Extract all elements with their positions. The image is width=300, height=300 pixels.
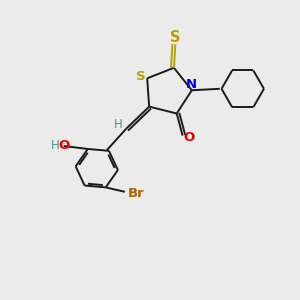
Text: O: O [58,139,70,152]
Text: N: N [186,78,197,91]
Text: H: H [114,118,122,131]
Text: H: H [50,139,59,152]
Text: S: S [170,30,181,45]
Text: Br: Br [128,187,144,200]
Text: O: O [184,131,195,144]
Text: S: S [136,70,146,83]
